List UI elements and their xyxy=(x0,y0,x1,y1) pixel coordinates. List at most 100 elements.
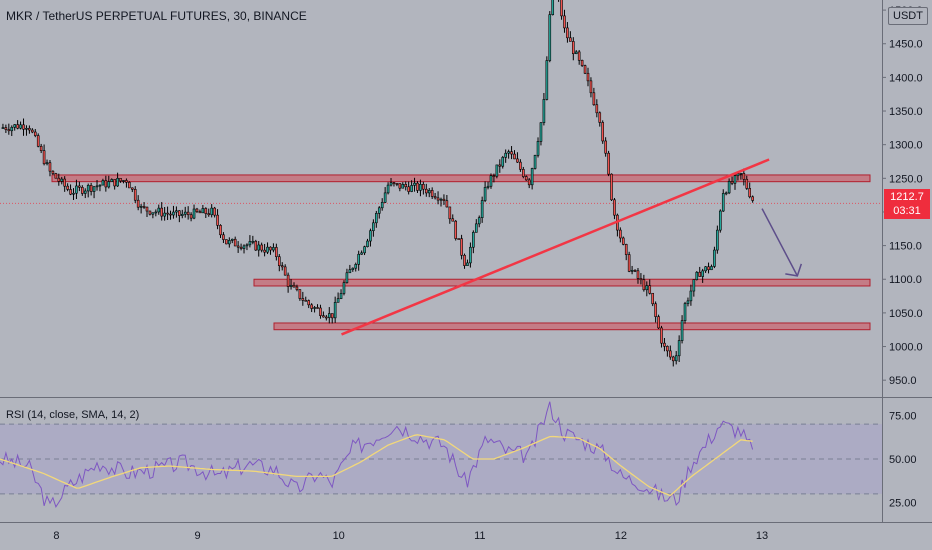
candle-body xyxy=(598,112,602,123)
candle-body xyxy=(310,304,313,309)
candle-body xyxy=(677,340,681,357)
candle-body xyxy=(536,141,540,156)
candle-body xyxy=(704,266,707,272)
candle-body xyxy=(251,240,255,243)
price-tick-label: 1400.0 xyxy=(889,72,923,84)
candle-body xyxy=(180,213,184,216)
currency-unit-badge[interactable]: USDT xyxy=(888,7,928,25)
candle-body xyxy=(460,238,463,256)
candle-body xyxy=(392,182,396,184)
candle-body xyxy=(477,217,481,225)
rsi-tick-label: 50.00 xyxy=(889,454,917,466)
candle-body xyxy=(716,229,719,251)
candle-body xyxy=(633,269,637,272)
candle-body xyxy=(316,307,319,309)
rsi-ma-line xyxy=(0,434,753,497)
candle-body xyxy=(427,190,431,194)
rsi-tick-label: 75.00 xyxy=(889,410,917,422)
candle-body xyxy=(275,247,278,257)
candle-body xyxy=(383,192,387,203)
candle-body xyxy=(198,211,202,214)
candle-body xyxy=(727,181,731,194)
rsi-line xyxy=(0,401,754,508)
candle-body xyxy=(563,15,566,29)
support-resistance-zone xyxy=(51,174,871,183)
candle-body xyxy=(483,187,487,201)
candle-body xyxy=(657,316,660,329)
candle-body xyxy=(404,184,408,188)
candle-body xyxy=(571,41,575,55)
projection-arrow-head xyxy=(785,263,803,277)
candle-body xyxy=(527,179,531,186)
candle-body xyxy=(389,182,393,186)
candle-body xyxy=(457,238,460,240)
candle-body xyxy=(228,240,231,245)
price-tick-label: 1350.0 xyxy=(889,106,923,118)
candle-body xyxy=(89,185,93,192)
candle-body xyxy=(254,240,258,251)
candle-body xyxy=(748,188,752,198)
candle-body xyxy=(257,244,261,251)
last-price-value: 1212.7 xyxy=(890,191,924,203)
candle-body xyxy=(489,175,493,187)
price-tick-label: 950.0 xyxy=(889,375,917,387)
candle-body xyxy=(242,245,246,249)
candle-body xyxy=(586,72,590,82)
candle-body xyxy=(354,264,358,269)
candle-body xyxy=(151,212,155,215)
candle-body xyxy=(110,179,114,182)
candle-body xyxy=(510,151,513,155)
candle-body xyxy=(548,14,552,61)
candle-body xyxy=(372,222,375,232)
time-tick-label: 8 xyxy=(53,530,59,542)
candle-body xyxy=(721,193,725,212)
candle-body xyxy=(742,173,746,180)
candle-body xyxy=(57,177,61,182)
candle-body xyxy=(345,272,349,283)
candle-body xyxy=(22,124,25,130)
candle-body xyxy=(122,180,125,182)
candle-body xyxy=(204,208,208,214)
candle-body xyxy=(680,320,684,341)
candle-body xyxy=(474,223,478,233)
candle-body xyxy=(530,168,534,186)
candle-body xyxy=(216,214,219,226)
candle-body xyxy=(522,169,525,177)
candle-body xyxy=(160,207,163,217)
candle-body xyxy=(375,213,378,224)
candle-body xyxy=(166,212,169,215)
candle-body xyxy=(148,210,152,215)
candle-body xyxy=(304,300,308,302)
candle-body xyxy=(75,185,78,194)
candle-body xyxy=(580,59,584,66)
candle-body xyxy=(433,196,437,199)
candle-body xyxy=(395,183,399,185)
candle-body xyxy=(139,206,143,208)
candle-body xyxy=(671,356,675,362)
bar-countdown: 03:31 xyxy=(893,205,921,217)
candle-body xyxy=(201,208,205,214)
candle-body xyxy=(125,180,128,183)
candle-body xyxy=(492,175,496,178)
candle-body xyxy=(410,185,413,192)
candle-body xyxy=(289,284,293,287)
candle-body xyxy=(569,37,572,42)
candle-body xyxy=(131,187,134,190)
candle-body xyxy=(45,162,49,165)
candle-body xyxy=(277,256,281,266)
candle-body xyxy=(718,210,722,231)
candle-body xyxy=(698,271,702,277)
price-tick-label: 1250.0 xyxy=(889,173,923,185)
candle-body xyxy=(83,190,87,194)
candle-body xyxy=(169,213,172,216)
candle-body xyxy=(519,161,522,170)
candle-body xyxy=(116,178,119,187)
candle-body xyxy=(445,200,449,208)
last-price-tag: 1212.7 03:31 xyxy=(884,189,930,219)
candle-body xyxy=(19,124,22,129)
candle-body xyxy=(733,175,737,184)
candle-body xyxy=(92,186,96,192)
candle-body xyxy=(751,196,754,201)
